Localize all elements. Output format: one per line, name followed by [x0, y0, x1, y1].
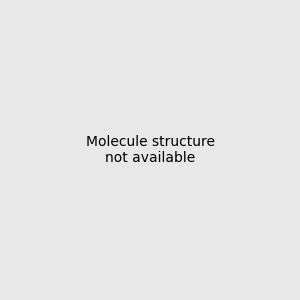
Text: Molecule structure
not available: Molecule structure not available [85, 135, 214, 165]
